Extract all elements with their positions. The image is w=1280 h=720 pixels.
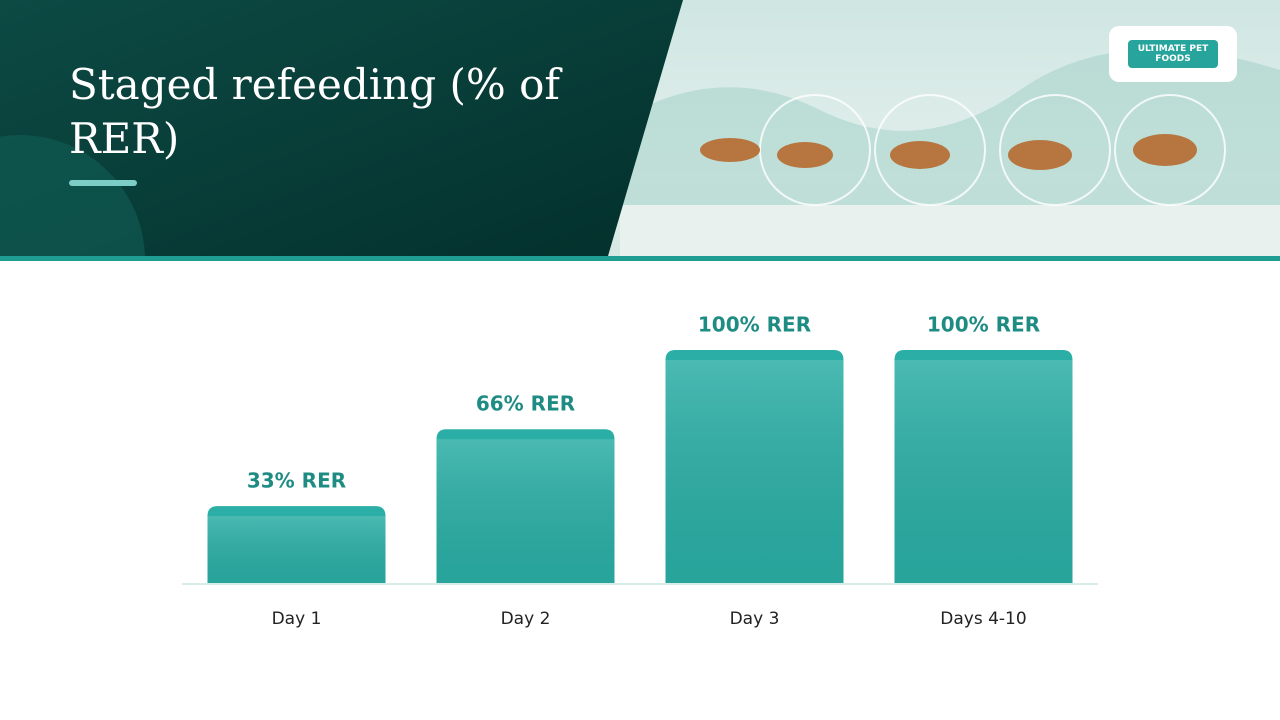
x-tick-label: Day 2 (501, 609, 551, 629)
title-panel (0, 0, 683, 256)
logo: ULTIMATE PET FOODS (1109, 26, 1237, 82)
bar-shade (665, 360, 844, 583)
slide-title: Staged refeeding (% of RER) (69, 60, 560, 163)
bar-shade (436, 439, 615, 583)
x-tick-label: Day 1 (272, 609, 322, 629)
hills (620, 49, 1280, 256)
value-label: 66% RER (476, 392, 575, 416)
dogs (700, 134, 1197, 170)
header-stripe (0, 256, 1280, 261)
value-label: 33% RER (247, 469, 346, 493)
header-art (0, 0, 1280, 261)
title-underline (69, 180, 137, 186)
value-label: 100% RER (927, 313, 1040, 337)
header: Staged refeeding (% of RER) ULTIMATE PET… (0, 0, 1280, 261)
value-label: 100% RER (698, 313, 811, 337)
x-tick-label: Day 3 (730, 609, 780, 629)
bar-shade (207, 516, 386, 583)
bar-shade (894, 360, 1073, 583)
ground (620, 205, 1280, 256)
x-tick-label: Days 4-10 (940, 609, 1026, 629)
chart: 33% RER Day 1 66% RER Day 2 100% RER Day 3 100… (182, 313, 1098, 629)
logo-text: ULTIMATE PET FOODS (1128, 40, 1218, 68)
panel-circle (0, 135, 145, 261)
bubbles (759, 94, 1226, 206)
